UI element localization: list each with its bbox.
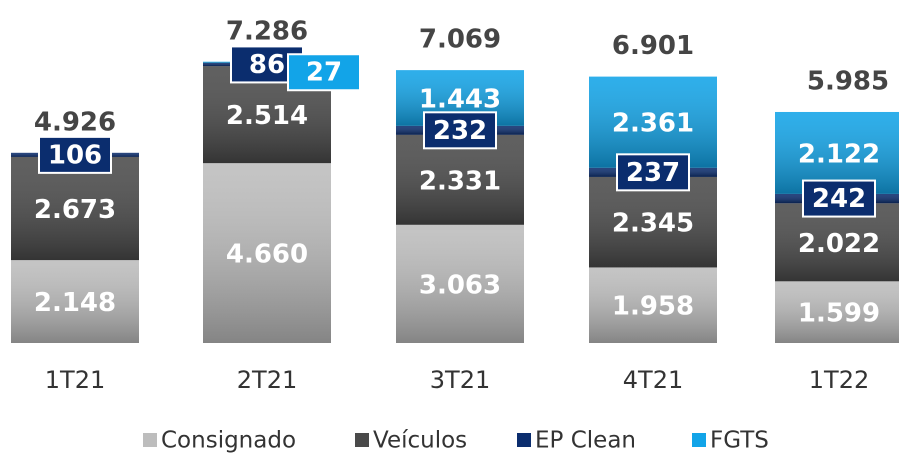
total-label: 6.901 [612, 31, 694, 61]
shade [396, 134, 524, 225]
value-label: 106 [48, 140, 102, 170]
x-tick-label: 4T21 [623, 366, 683, 394]
label-box [423, 111, 497, 150]
shade [203, 163, 331, 343]
label-box [287, 53, 361, 92]
legend-label: EP Clean [535, 428, 636, 454]
legend-swatch [355, 433, 369, 447]
value-label: 2.022 [798, 229, 880, 259]
legend-swatch [143, 433, 157, 447]
total-label: 7.286 [226, 16, 308, 46]
total-label: 7.069 [419, 25, 501, 55]
x-tick-label: 2T21 [237, 366, 297, 394]
value-label: 232 [433, 116, 487, 146]
shade [589, 76, 717, 168]
legend-label: Veículos [373, 428, 467, 454]
value-label: 2.514 [226, 101, 308, 131]
value-label: 86 [249, 50, 285, 80]
legend-swatch [517, 433, 531, 447]
x-tick-label: 1T21 [45, 366, 105, 394]
value-label: 2.361 [612, 109, 694, 139]
total-label: 5.985 [807, 66, 889, 96]
shade [589, 267, 717, 343]
label-box [38, 135, 112, 174]
value-label: 1.958 [612, 292, 694, 322]
label-box [802, 179, 876, 218]
value-label: 2.673 [34, 195, 116, 225]
value-label: 2.148 [34, 288, 116, 318]
legend-label: FGTS [710, 428, 769, 454]
value-label: 2.331 [419, 166, 501, 196]
shade [775, 281, 899, 343]
value-label: 1.443 [419, 84, 501, 114]
legend-label: Consignado [161, 428, 296, 454]
shade [11, 156, 139, 261]
x-tick-label: 3T21 [430, 366, 490, 394]
value-label: 2.345 [612, 209, 694, 239]
value-label: 1.599 [798, 299, 880, 329]
value-label: 27 [306, 58, 342, 88]
legend-swatch [692, 433, 706, 447]
value-label: 3.063 [419, 270, 501, 300]
value-label: 237 [626, 158, 680, 188]
value-label: 2.122 [798, 139, 880, 169]
total-label: 4.926 [34, 107, 116, 137]
value-label: 242 [812, 184, 866, 214]
shade [396, 224, 524, 343]
shade [11, 260, 139, 343]
value-label: 4.660 [226, 240, 308, 270]
x-tick-label: 1T22 [809, 366, 869, 394]
shade [589, 176, 717, 268]
label-box [616, 153, 690, 192]
